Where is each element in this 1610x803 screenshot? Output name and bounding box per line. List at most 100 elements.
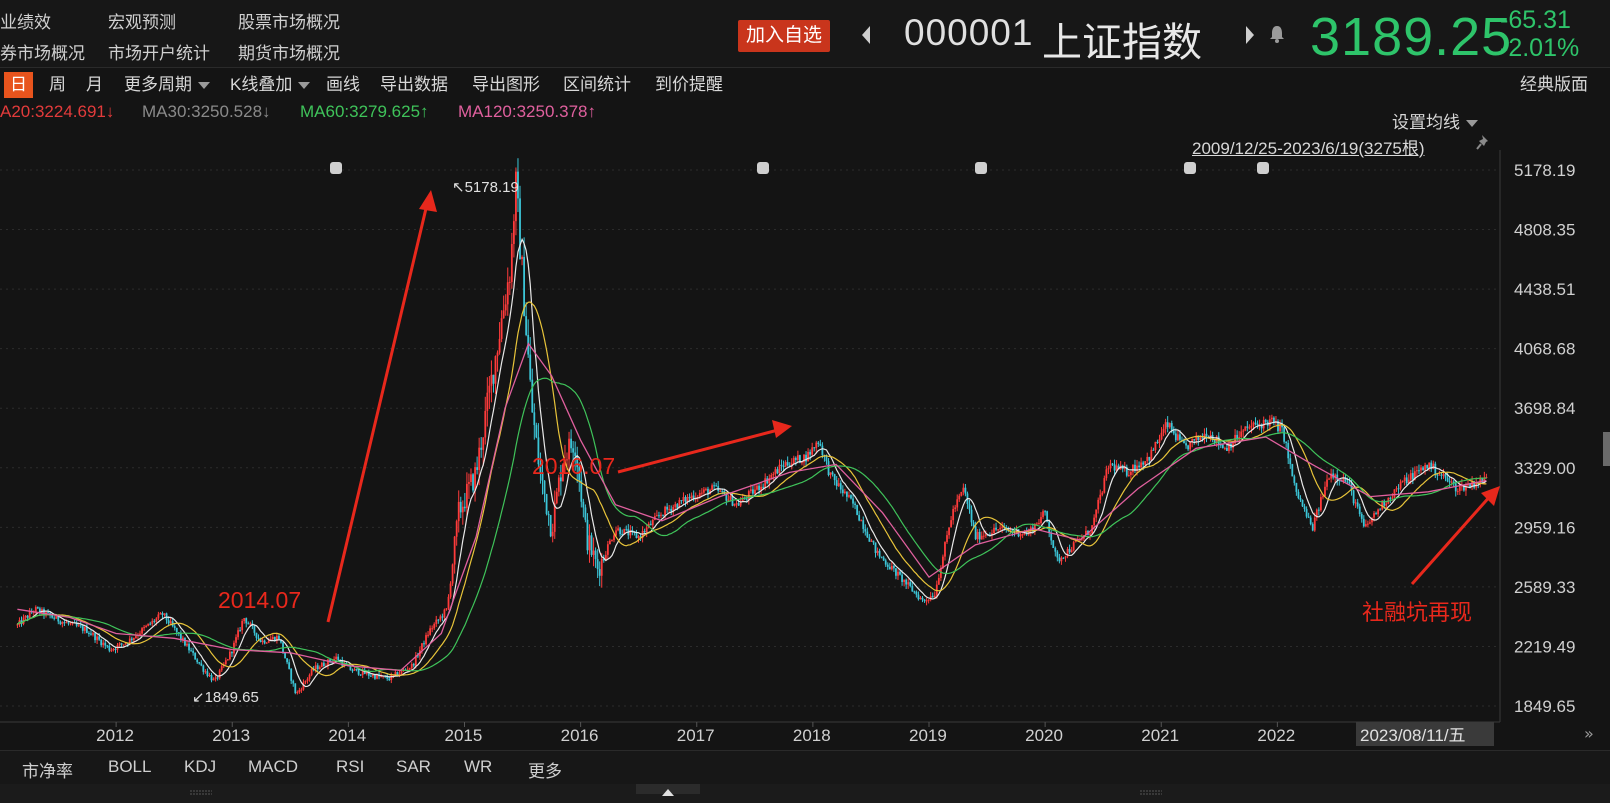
candle-body [617,528,619,531]
candle-body [639,536,642,538]
candle-body [1420,467,1422,471]
candle-body [314,665,317,670]
next-stock-icon[interactable] [1242,22,1258,48]
event-marker-icon[interactable] [975,162,987,174]
candle-body [149,623,152,625]
resize-grip-icon[interactable] [190,789,212,797]
candle-body [412,663,415,666]
candle-body [300,689,303,691]
prev-stock-icon[interactable] [858,22,874,48]
scroll-right-icon[interactable]: » [1584,724,1594,743]
candle-body [1444,474,1447,478]
candle-body [1119,465,1122,470]
candle-body [1407,479,1410,484]
side-panel-handle[interactable] [1603,432,1610,466]
event-marker-icon[interactable] [1257,162,1269,174]
candle-body [531,379,534,413]
add-to-watchlist-button[interactable]: 加入自选 [738,20,831,52]
y-tick-label: 3698.84 [1514,399,1575,418]
candle-body [772,474,775,476]
event-marker-icon[interactable] [330,162,342,174]
candle-body [1403,477,1406,481]
candle-body [968,503,971,510]
indicator-kdj[interactable]: KDJ [184,757,217,776]
candle-body [280,639,282,643]
candle-body [676,504,679,509]
classic-layout-button[interactable]: 经典版面 [1520,75,1588,94]
candle-body [956,499,959,508]
candle-body [948,527,950,536]
candle-body [715,485,718,487]
range-stats-button[interactable]: 区间统计 [563,75,631,94]
candle-body [374,674,376,679]
candle-body [856,504,859,515]
candle-body [461,506,464,513]
nav-link[interactable]: 期货市场概况 [238,44,340,63]
candle-body [1270,417,1273,420]
tab-day[interactable]: 日 [4,72,33,98]
candle-body [790,463,793,467]
indicator-rsi[interactable]: RSI [336,757,365,776]
candle-body [735,503,738,505]
event-marker-icon[interactable] [757,162,769,174]
candle-body [465,483,468,509]
collapse-panel-button[interactable] [636,784,700,796]
nav-link[interactable]: 券市场概况 [0,44,85,63]
candle-body [993,527,995,534]
candle-body [739,501,742,506]
candle-body [1479,477,1482,483]
nav-link[interactable]: 宏观预测 [108,13,176,32]
tab-month[interactable]: 月 [86,75,103,94]
candle-body [1085,530,1087,536]
candle-body [541,472,544,481]
more-periods-dropdown[interactable]: 更多周期 [124,72,210,98]
indicator-boll[interactable]: BOLL [108,757,152,776]
candle-body [725,494,728,501]
candle-body [666,506,669,510]
indicator-sar[interactable]: SAR [396,757,431,776]
event-marker-icon[interactable] [1184,162,1196,174]
resize-grip-icon[interactable] [1140,789,1162,797]
candle-body [278,635,280,640]
candle-body [1152,449,1155,451]
bell-icon[interactable] [1268,24,1286,44]
indicator-pb[interactable]: 市净率 [22,762,73,781]
candle-body [1172,430,1175,434]
candle-body [841,489,844,494]
candle-body [435,619,438,624]
candle-body [1303,506,1306,510]
candle-body [202,665,205,672]
chevron-down-icon [1466,120,1478,128]
tab-week[interactable]: 周 [49,75,66,94]
candle-body [756,485,758,490]
candle-body [1013,531,1016,533]
candle-body [1430,462,1433,470]
candle-body [1044,511,1046,513]
indicator-wr[interactable]: WR [464,757,493,776]
nav-link[interactable]: 股票市场概况 [238,13,340,32]
candle-body [619,528,622,535]
export-image-button[interactable]: 导出图形 [472,75,540,94]
candle-body [1475,482,1478,488]
candle-body [1440,474,1443,476]
candle-body [259,638,262,643]
nav-link[interactable]: 市场开户统计 [108,44,210,63]
pin-icon[interactable] [1476,134,1492,152]
candle-body [455,521,458,537]
kline-overlay-dropdown[interactable]: K线叠加 [230,72,311,98]
nav-link[interactable]: 业绩效 [0,13,51,32]
price-alert-button[interactable]: 到价提醒 [655,75,723,94]
candle-body [1317,509,1320,511]
candle-body [1054,548,1057,552]
candle-body [705,488,707,490]
x-tick-label: 2017 [677,726,715,745]
indicator-more[interactable]: 更多 [528,762,562,781]
set-ma-dropdown[interactable]: 设置均线 [1392,108,1478,133]
candle-body [625,528,628,530]
date-range-label[interactable]: 2009/12/25-2023/6/19(3275根) [1192,139,1425,158]
candle-body [439,616,442,620]
export-data-button[interactable]: 导出数据 [380,75,448,94]
indicator-macd[interactable]: MACD [248,757,299,776]
candle-body [24,615,27,618]
draw-line-button[interactable]: 画线 [326,75,360,94]
